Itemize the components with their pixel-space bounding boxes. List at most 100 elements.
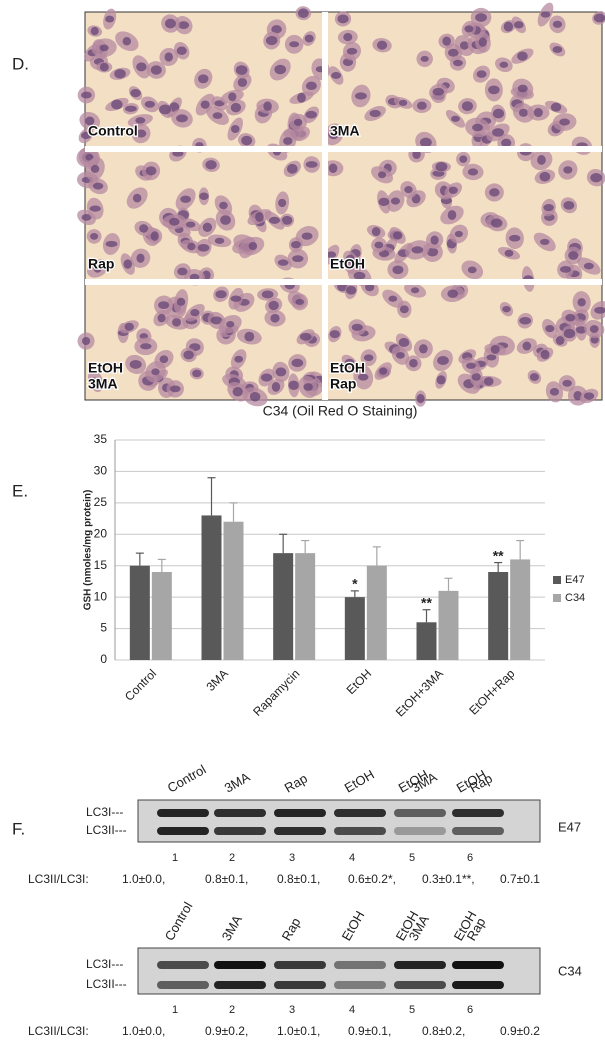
band [394,809,446,817]
cell-nucleus [448,186,458,194]
lane-number: 4 [349,852,355,864]
band-label: LC3I--- [86,957,123,971]
lane-number: 5 [409,852,415,864]
cell-nucleus [215,290,227,299]
bar [488,572,509,660]
cell-nucleus [379,367,388,375]
cell-nucleus [303,383,313,391]
panel-label: D. [12,54,29,73]
cell-nucleus [176,297,186,306]
cell-nucleus [410,287,420,294]
band [214,961,266,969]
cell-nucleus [135,129,147,138]
band-label: LC3II--- [86,977,127,991]
band [452,809,504,817]
significance-mark: ** [421,594,432,610]
cell-nucleus [559,265,572,273]
cell-nucleus [122,36,132,46]
cell-nucleus [111,99,123,110]
band [157,809,209,817]
blot-name: C34 [558,963,582,978]
x-tick-label: Control [122,666,159,703]
cell-nucleus [80,91,92,99]
y-tick-label: 10 [94,589,108,603]
x-tick-label: 3MA [204,666,231,693]
x-tick-label: Rapamycin [250,666,302,718]
cell-nucleus [466,362,476,369]
bar [201,515,222,660]
cell-nucleus [562,379,572,387]
blot [137,799,541,843]
cell-nucleus [376,40,388,50]
cell-nucleus [283,137,293,145]
cell-nucleus [248,241,258,251]
cell-label: EtOH [330,360,365,376]
cell-nucleus [277,259,289,266]
bar [344,597,365,660]
cell-nucleus [305,81,317,91]
cell-nucleus [559,118,570,126]
ratio: 0.6±0.2*, [348,872,396,886]
cell-nucleus [237,77,248,87]
bar [151,572,172,660]
cell-nucleus [290,241,301,249]
cell-nucleus [105,15,115,23]
cell-nucleus [305,110,317,119]
cell-nucleus [503,21,514,32]
cell-nucleus [358,373,369,381]
cell-nucleus [214,100,225,107]
cell-nucleus [472,123,484,132]
lane-label: EtOH [342,767,377,796]
cell-nucleus [416,394,425,404]
cell-nucleus [459,41,469,50]
cell-nucleus [235,65,248,75]
cell-nucleus [343,33,353,42]
cell-nucleus [552,20,563,28]
cell-nucleus [552,46,563,53]
cell-nucleus [228,92,237,102]
micrograph-cell [328,278,605,407]
cell-nucleus [130,89,141,98]
band [157,981,209,989]
cell-nucleus [577,298,586,307]
cell-nucleus [169,385,181,393]
ratio: 0.9±0.2, [205,1024,248,1038]
y-tick-label: 5 [100,621,107,635]
bar [416,622,437,660]
legend-label: E47 [565,574,585,586]
cell-nucleus [172,150,184,157]
ratio-label: LC3II/LC3I: [28,1024,89,1038]
cell-nucleus [230,125,240,133]
cell-nucleus [529,373,539,381]
bar [223,521,244,660]
cell-nucleus [192,369,202,378]
bar [129,565,150,660]
ratio-label: LC3II/LC3I: [28,872,89,886]
cell-nucleus [590,173,603,183]
cell-nucleus [461,101,473,112]
band-label: LC3I--- [86,805,123,819]
cell-nucleus [563,328,576,339]
cell-nucleus [563,166,573,174]
cell-nucleus [430,235,439,245]
legend-swatch [553,594,561,602]
band [274,827,326,835]
cell-nucleus [390,197,400,205]
cell-nucleus [169,102,180,112]
cell-nucleus [114,69,126,79]
cell-nucleus [135,117,146,124]
cell-nucleus [140,343,152,350]
cell-nucleus [489,188,500,197]
cell-nucleus [363,354,374,362]
cell-nucleus [268,216,281,224]
lane-number: 3 [289,852,295,864]
cell-nucleus [518,108,529,117]
cell-nucleus [346,285,357,295]
cell-nucleus [139,224,149,233]
cell-nucleus [220,215,231,225]
cell-label: 3MA [88,376,118,392]
cell-nucleus [555,336,565,345]
band [274,809,326,817]
cell-nucleus [392,265,404,275]
significance-mark: * [352,576,358,592]
